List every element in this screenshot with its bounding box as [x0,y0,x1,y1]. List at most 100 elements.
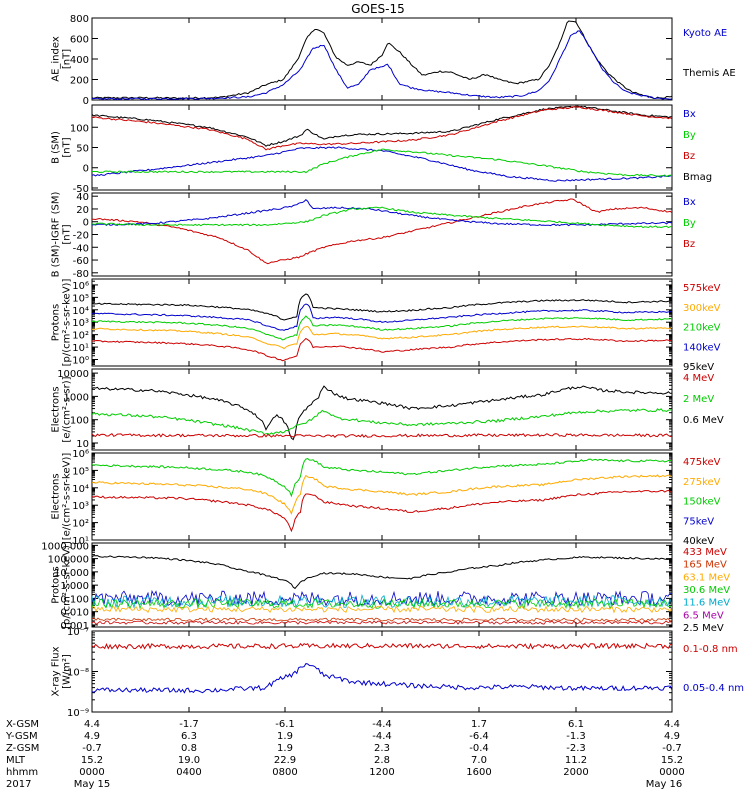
panel-frame [91,630,673,713]
y-axis-label: [p/(cm²-s-sr-keV)] [62,279,73,367]
x-tick-label: 11.2 [565,755,587,766]
series-noise-band [92,605,672,614]
series-line [92,105,672,147]
series-noise-band [92,589,672,607]
legend-entry: 475keV [683,457,721,468]
y-tick-label: 0.001 [60,621,89,632]
y-axis-label: Protons [51,566,62,603]
y-axis-label: X-ray Flux [51,646,62,696]
x-tick-label: 0000 [659,767,684,778]
y-tick-label: -50 [73,184,89,195]
y-tick-label: -20 [73,231,89,242]
series-line [92,198,672,265]
legend-entry: Bmag [683,172,712,183]
legend-entry: By [683,218,696,229]
x-tick-label: 4.4 [84,719,100,730]
y-tick-label: 10³ [72,318,89,329]
series-line [92,474,672,515]
x-tick-label: 22.9 [274,755,296,766]
y-axis-label: [nT] [62,49,73,69]
y-axis-label: AE_index [51,36,62,82]
y-tick-label: 10 [76,439,89,450]
legend-entry: 2 MeV [683,394,714,405]
legend-entry: 63.1 MeV [683,572,730,583]
y-tick-label: -60 [73,256,89,267]
x-tick-label: -6.1 [275,719,295,730]
x-row-label: hhmm [6,767,38,778]
legend-entry: Bx [683,197,696,208]
y-axis-label: [W/m²] [62,654,73,689]
y-tick-label: 1.000 [60,581,89,592]
y-tick-label: 10⁻⁸ [67,668,89,679]
y-tick-label: 10⁶ [72,449,89,460]
legend-entry: 6.5 MeV [683,610,724,621]
x-row-label: Y-GSM [5,731,38,742]
y-axis-label: Electrons [51,386,62,432]
series-line [92,385,672,441]
legend-entry: 4 MeV [683,373,714,384]
y-tick-label: 100 [70,123,89,134]
series-line [92,555,672,590]
y-axis-label: Protons [51,304,62,341]
y-tick-label: 10⁵ [72,293,89,304]
y-axis-label: B (SM) [51,131,62,164]
y-tick-label: 600 [70,35,89,46]
legend-entry: 433 MeV [683,547,727,558]
series-line [92,642,672,650]
y-tick-label: 0.100 [60,594,89,605]
y-tick-label: 0 [83,218,89,229]
x-tick-label: -0.4 [469,743,489,754]
series-line [92,303,672,331]
x-tick-label: 7.0 [471,755,487,766]
series-line [92,293,672,321]
series-line [92,458,672,498]
y-tick-label: 40 [76,192,89,203]
x-tick-label: -0.7 [662,743,682,754]
x-tick-label: 2.8 [374,755,390,766]
start-date: May 15 [74,779,111,790]
x-tick-label: 1600 [466,767,491,778]
legend-entry: 11.6 MeV [683,598,730,609]
y-tick-label: 10⁻⁷ [67,627,89,638]
y-tick-label: 10⁴ [72,306,89,317]
panel-bigrf: -80 -60 -40-20 0 20 40 B (SM)-IGRF (SM) [nT] Bx B… [51,192,696,280]
x-tick-label: -6.4 [469,731,489,742]
y-tick-label: -80 [73,269,89,280]
legend-entry: 95keV [683,362,714,373]
series-line [92,489,672,533]
x-tick-label: 0.8 [181,743,197,754]
y-tick-label: 0.010 [60,608,89,619]
series-noise-band [92,617,672,622]
y-tick-label: 0 [83,164,89,175]
x-row-label: Z-GSM [6,743,39,754]
x-tick-label: -2.3 [566,743,586,754]
legend-entry: Bz [683,239,695,250]
y-tick-label: 10⁴ [72,484,89,495]
legend-entry: 0.1-0.8 nm [683,644,738,655]
y-tick-label: 10³ [72,501,89,512]
legend-entry: 150keV [683,497,721,508]
legend-entry: 30.6 MeV [683,585,730,596]
x-tick-label: -0.7 [82,743,102,754]
x-tick-label: 2000 [563,767,588,778]
legend-entry: 0.6 MeV [683,415,724,426]
legend-entry: 0.05-0.4 nm [683,683,744,694]
panel-frame [91,368,673,451]
y-tick-label: 10⁻⁹ [67,708,89,719]
series-line [92,199,672,227]
x-tick-label: 15.2 [661,755,683,766]
x-tick-label: -4.4 [372,719,392,730]
panel-electrons_hi: 10 100 1000 10000 Electrons [e/(cm²-s-sr)] 4 M… [51,368,724,451]
y-tick-label: 400 [70,55,89,66]
y-tick-label: 100 [70,416,89,427]
x-tick-label: -1.7 [179,719,199,730]
panel-xray: 10⁻⁹ 10⁻⁸ 10⁻⁷ X-ray Flux [W/m²] 0.1-0.8 nm 0.… [51,627,745,719]
x-row-label: X-GSM [6,719,39,730]
y-axis-label: B (SM)-IGRF (SM) [51,192,62,278]
y-tick-label: 1000 [64,392,89,403]
y-tick-label: 0 [83,96,89,107]
series-line [92,325,672,350]
x-tick-label: 2.3 [374,743,390,754]
y-tick-label: 10¹ [72,536,89,547]
